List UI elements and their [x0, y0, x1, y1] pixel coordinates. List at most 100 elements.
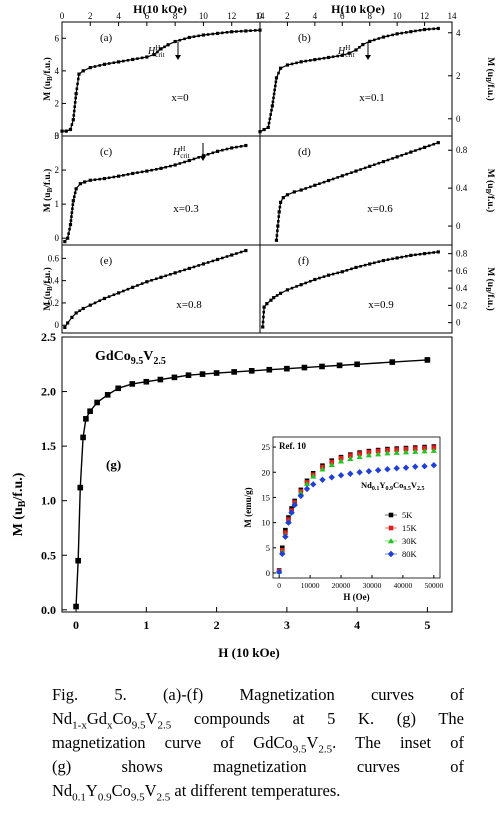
data-point [436, 250, 440, 254]
curve-marker [318, 276, 321, 280]
y-tick-label: 0.8 [456, 145, 468, 155]
curve-marker [239, 29, 243, 33]
curve-marker [169, 164, 172, 168]
curve-marker [76, 77, 80, 81]
panel-label: (a) [100, 32, 113, 44]
y-tick-label: 0 [55, 233, 60, 243]
curve-marker [372, 38, 376, 42]
curve-marker [67, 232, 70, 235]
y-axis-label-end: /f.u.) [485, 81, 496, 101]
data-point [284, 365, 290, 372]
data-point [81, 306, 85, 311]
data-point [297, 492, 305, 500]
data-point [421, 463, 428, 470]
curve-marker [262, 315, 265, 319]
y-axis-label-end: /f.u.) [11, 472, 26, 501]
curve-marker [239, 250, 243, 254]
data-point [395, 32, 399, 36]
curve-marker [290, 286, 294, 290]
panel-c: 0 1 2 3 M (uB/f.u.) (c) x=0.3 HH crit [42, 131, 261, 246]
curve-marker [112, 293, 116, 297]
y-axis-label-end: /f.u.) [485, 291, 496, 311]
caption-line-3: magnetization curve of GdCo9.5V2.5. The … [52, 733, 464, 756]
data-point [131, 285, 135, 289]
data-point [412, 463, 419, 470]
inset-chart: 0 5 10 15 20 25 0 10000 20000 30000 40000 50000 H (O… [243, 436, 443, 602]
data-point [66, 236, 70, 240]
data-point [336, 362, 343, 369]
data-point [319, 466, 326, 472]
data-point [297, 489, 304, 496]
data-point [88, 178, 92, 182]
data-point [116, 60, 121, 64]
data-point [409, 150, 413, 154]
y-tick-label: 0.2 [48, 298, 59, 308]
x-tick-label: 40000 [394, 581, 413, 590]
curve-marker [150, 168, 153, 172]
data-point [285, 519, 292, 526]
data-point [272, 296, 276, 300]
curve-marker [358, 45, 361, 49]
y-axis-label-sub: B [46, 76, 54, 81]
data-point [422, 252, 427, 256]
data-point [421, 448, 428, 454]
data-point [403, 446, 409, 452]
x-tick-label: 8 [173, 11, 178, 21]
curve-marker [112, 61, 116, 65]
y-tick-label: 1 [55, 199, 60, 209]
y-tick-label: 0.2 [456, 300, 467, 310]
curve-marker [273, 84, 277, 88]
data-point [368, 39, 372, 43]
curve-marker [274, 80, 278, 84]
y-tick-label: 0 [456, 318, 461, 328]
data-point [381, 159, 386, 164]
x-axis-label: H (Oe) [343, 592, 369, 602]
curve-marker [140, 56, 144, 60]
data-point [258, 130, 262, 134]
data-point [436, 26, 440, 31]
data-point [68, 127, 73, 132]
data-point [104, 392, 111, 398]
curve-marker [211, 151, 215, 155]
curve-marker [235, 30, 238, 33]
x-tick-label: 5 [424, 618, 430, 632]
curve-marker [154, 277, 158, 281]
data-point [77, 484, 84, 491]
data-point [328, 461, 335, 467]
curve-marker [73, 105, 77, 108]
curve-marker [169, 273, 172, 276]
curve-marker [418, 28, 422, 32]
panel-label: (c) [100, 146, 113, 158]
curve-marker [391, 33, 394, 37]
panel-frame [61, 135, 261, 246]
curve-marker [93, 178, 97, 182]
data-point [80, 434, 86, 441]
curve-marker [418, 147, 422, 151]
curve-marker [377, 37, 381, 40]
curve-marker [126, 58, 130, 62]
curve-marker [386, 34, 390, 38]
curve-marker [98, 299, 102, 302]
data-point [412, 448, 419, 454]
hcrit-sup: H [155, 44, 160, 52]
data-point [213, 370, 220, 376]
curve-marker [249, 29, 252, 32]
data-point [326, 55, 331, 60]
y-tick-label: 4 [456, 28, 461, 38]
data-point [81, 69, 85, 73]
x-tick-label: 12 [227, 11, 236, 21]
data-point [278, 66, 283, 70]
data-point [337, 472, 345, 479]
reference-label: Ref. 10 [279, 441, 306, 451]
data-point [365, 468, 373, 475]
data-point [261, 325, 265, 329]
x-tick-label: 10 [199, 11, 209, 21]
data-point [171, 374, 178, 381]
curve-marker [336, 271, 340, 275]
data-point [402, 449, 409, 455]
y-tick-label: 4 [55, 66, 60, 76]
data-point [409, 253, 413, 257]
x-tick-label: 10000 [301, 581, 320, 590]
curve-marker [345, 269, 349, 272]
